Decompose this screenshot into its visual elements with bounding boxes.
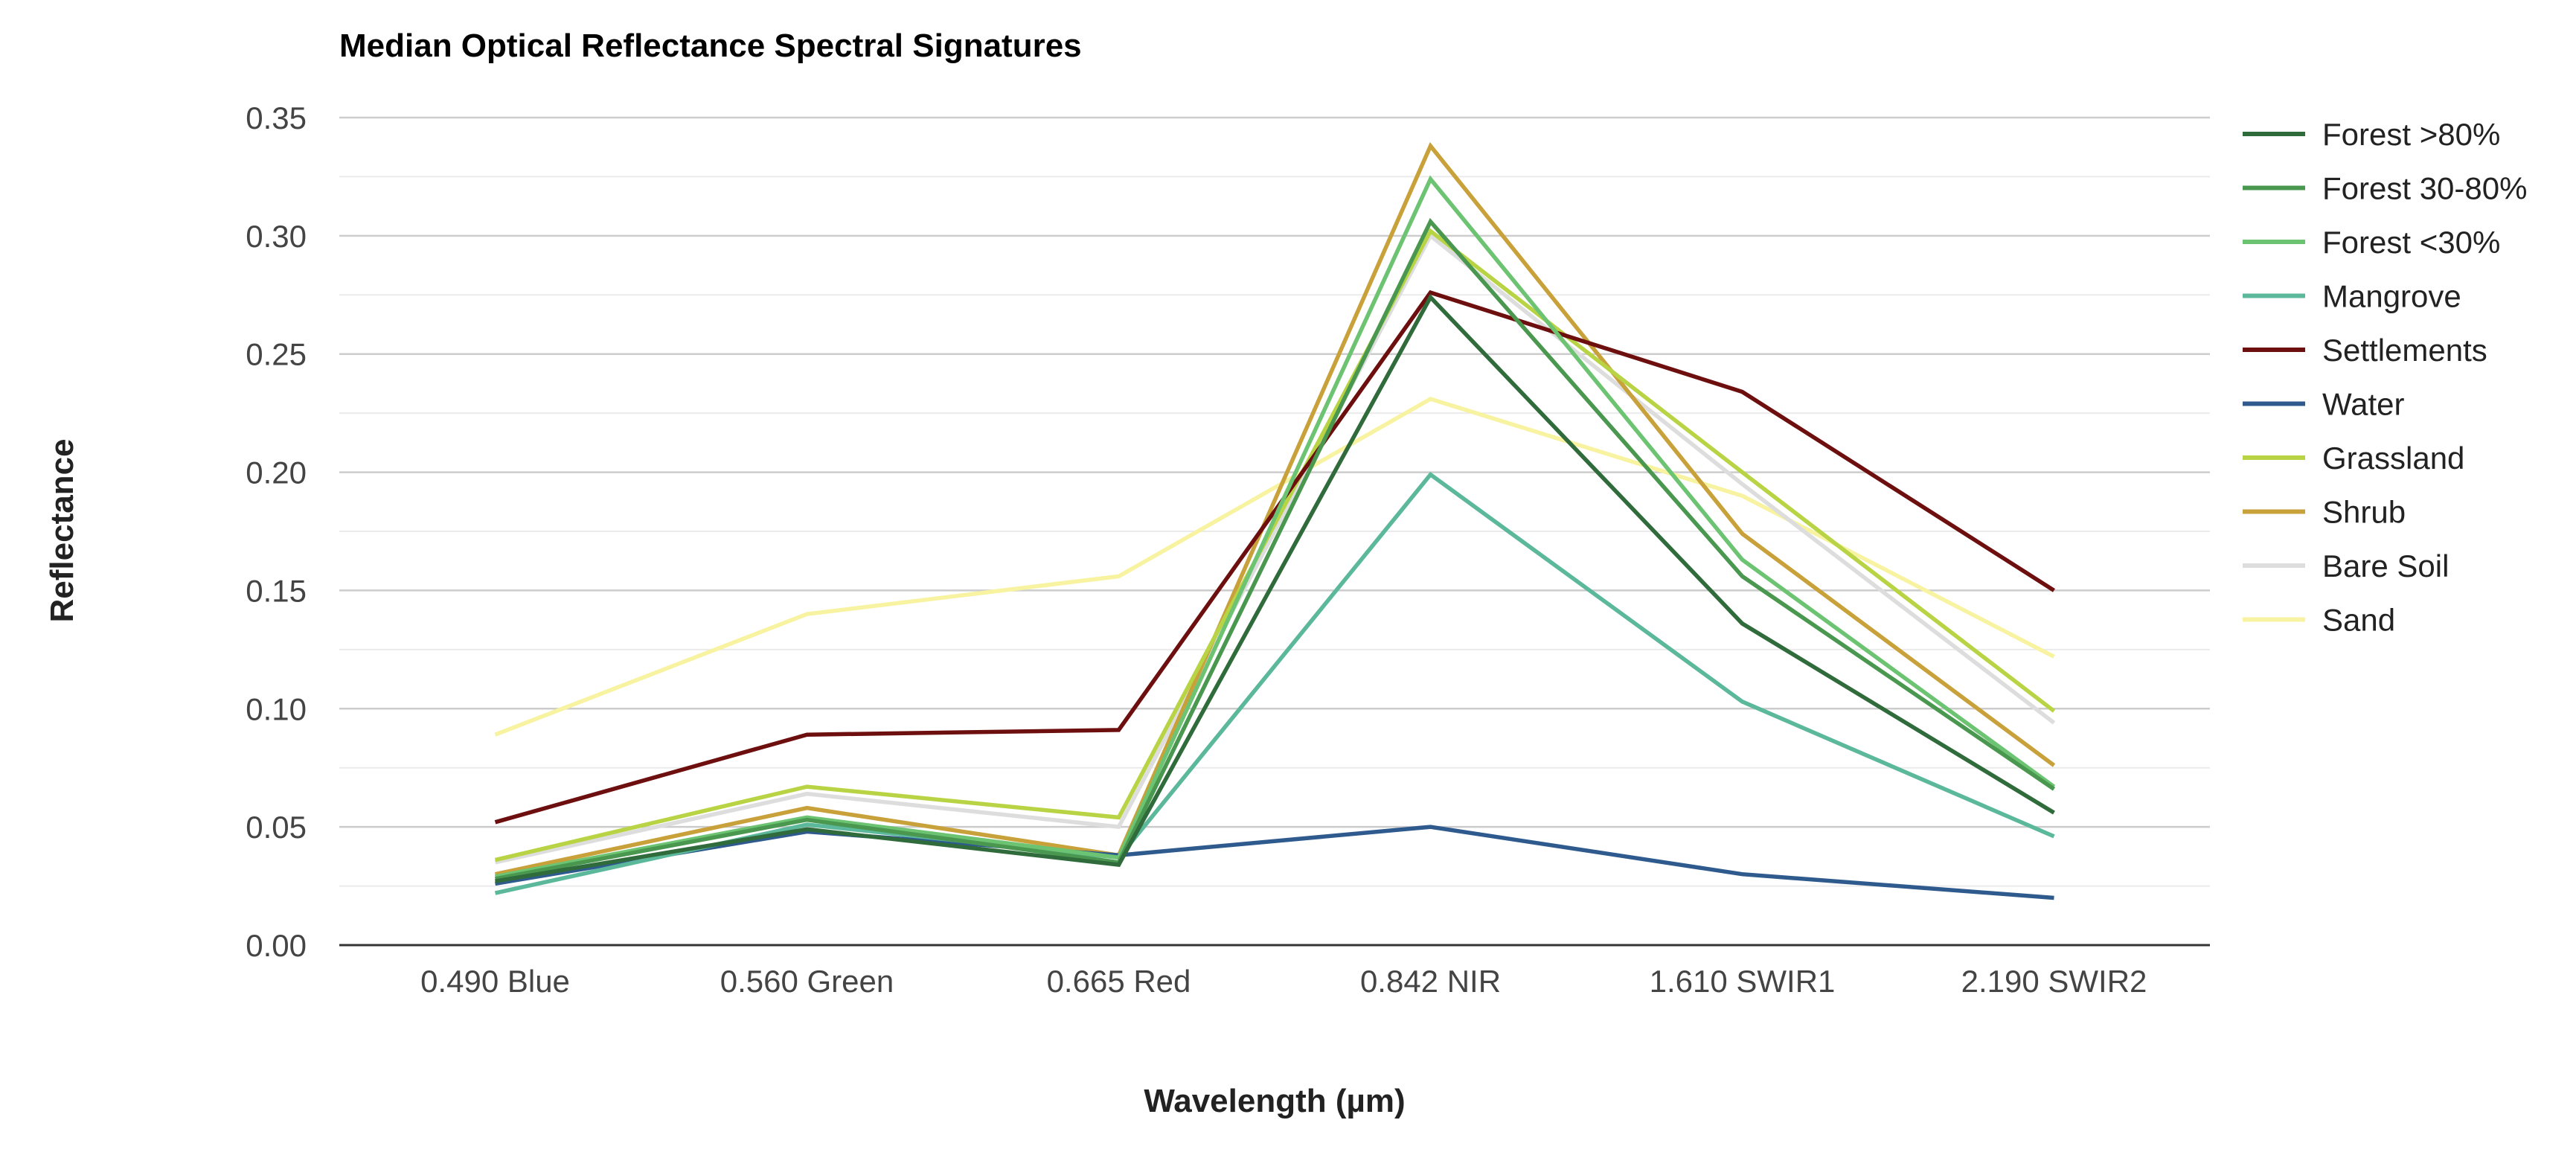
series-line-forest-30- [494, 175, 2056, 879]
legend-label: Water [2322, 387, 2404, 422]
legend-item: Settlements [2243, 333, 2487, 368]
legend-label: Bare Soil [2322, 548, 2449, 583]
y-tick-labels: 0.00 0.05 0.10 0.15 0.20 0.25 0.30 0.35 [246, 100, 307, 963]
legend-item: Forest >80% [2243, 117, 2500, 152]
legend-item: Forest 30-80% [2243, 171, 2527, 206]
gridlines [339, 116, 2210, 887]
legend-label: Forest >80% [2322, 117, 2500, 152]
series-lines [494, 141, 2056, 900]
x-axis-title: Wavelength (µm) [1144, 1083, 1405, 1119]
x-tick-label: 0.842 NIR [1360, 964, 1501, 999]
legend-label: Mangrove [2322, 279, 2461, 314]
chart-title: Median Optical Reflectance Spectral Sign… [339, 28, 1082, 64]
x-tick-label: 0.490 Blue [420, 964, 570, 999]
series-line-bare-soil [494, 232, 2056, 865]
legend-label: Settlements [2322, 333, 2487, 368]
y-tick-label: 0.15 [246, 573, 307, 608]
y-tick-label: 0.25 [246, 337, 307, 372]
legend-item: Mangrove [2243, 279, 2461, 314]
y-tick-label: 0.10 [246, 691, 307, 726]
legend-item: Water [2243, 387, 2404, 422]
y-tick-label: 0.35 [246, 100, 307, 135]
x-tick-label: 0.560 Green [720, 964, 894, 999]
series-line-forest-30-80- [494, 217, 2056, 881]
series-line-sand [494, 397, 2055, 737]
series-line-forest-80- [495, 293, 2055, 883]
y-tick-label: 0.20 [246, 455, 307, 490]
series-line-grassland [494, 228, 2056, 863]
legend-item: Forest <30% [2243, 225, 2500, 260]
legend: Forest >80% Forest 30-80% Forest <30% Mangr… [2243, 117, 2527, 638]
legend-item: Shrub [2243, 495, 2406, 530]
x-tick-label: 0.665 Red [1047, 964, 1191, 999]
series-line-shrub [494, 141, 2056, 877]
x-tick-labels: 0.490 Blue 0.560 Green 0.665 Red 0.842 NIR 1… [420, 964, 2147, 999]
x-tick-label: 2.190 SWIR2 [1961, 964, 2147, 999]
y-tick-label: 0.30 [246, 219, 307, 254]
legend-item: Bare Soil [2243, 548, 2449, 583]
series-line-settlements [494, 289, 2055, 825]
y-axis-title: Reflectance [44, 438, 80, 622]
legend-label: Forest 30-80% [2322, 171, 2527, 206]
y-tick-label: 0.05 [246, 810, 307, 845]
legend-item: Sand [2243, 603, 2395, 638]
legend-label: Sand [2322, 603, 2395, 638]
x-tick-label: 1.610 SWIR1 [1650, 964, 1836, 999]
series-line-water [495, 825, 2054, 900]
y-tick-label: 0.00 [246, 928, 307, 963]
legend-label: Shrub [2322, 495, 2406, 530]
legend-item: Grassland [2243, 441, 2464, 476]
legend-label: Grassland [2322, 441, 2464, 476]
legend-label: Forest <30% [2322, 225, 2500, 260]
